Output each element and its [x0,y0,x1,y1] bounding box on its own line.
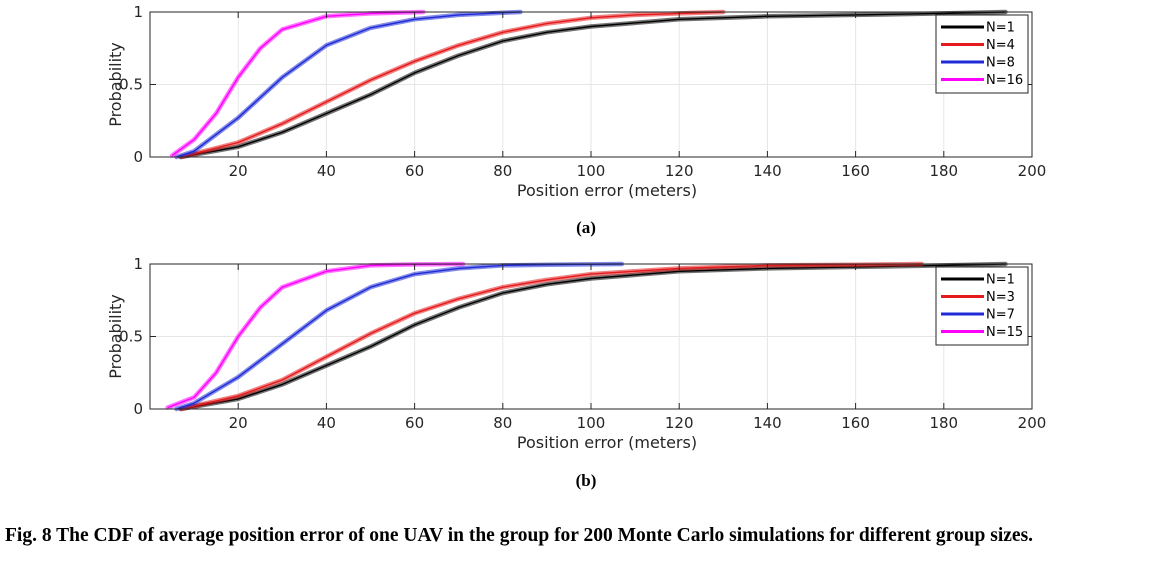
x-tick-label: 140 [753,162,782,180]
chart-panel-a: 20 40 60 80 100 120 140 160 180 200 0 0.5 1 Position … [106,3,1046,237]
legend-entry-label: N=1 [986,273,1015,288]
x-tick-label: 100 [577,414,606,432]
x-tick-label: 160 [841,414,870,432]
x-tick-label: 20 [229,414,248,432]
series-line [171,11,424,157]
x-tick-label: 80 [493,162,512,180]
y-axis-label: Probability [106,294,125,379]
x-tick-label: 140 [753,414,782,432]
x-tick-label: 80 [493,414,512,432]
chart-panel-b: 20 40 60 80 100 120 140 160 180 200 0 0.5 1 Position … [106,255,1046,490]
series-line [176,11,521,158]
x-tick-label: 100 [577,162,606,180]
x-tick-label: 60 [405,414,424,432]
x-tick-label: 120 [665,162,694,180]
legend-entry-label: N=8 [986,56,1015,71]
x-tick-label: 180 [929,162,958,180]
series-line [180,11,1006,158]
x-tick-label: 120 [665,414,694,432]
legend-entry-label: N=3 [986,290,1015,305]
y-tick-label: 0 [133,400,143,418]
series-line [180,11,724,158]
figure-caption: Fig. 8 The CDF of average position error… [5,525,1034,546]
series-line [176,263,622,410]
x-tick-label: 40 [317,162,336,180]
x-tick-label: 200 [1018,162,1047,180]
series-line-fit [165,261,466,410]
series-line [180,263,922,410]
y-tick-label: 1 [133,255,143,273]
y-tick-label: 0 [133,148,143,166]
x-axis-label: Position error (meters) [517,181,697,200]
y-axis-label: Probability [106,42,125,127]
series-line [180,263,1006,410]
x-axis-label: Position error (meters) [517,433,697,452]
series-line-fit [169,9,426,158]
x-tick-label: 20 [229,162,248,180]
x-tick-label: 200 [1018,414,1047,432]
y-tick-label: 0.5 [119,76,143,94]
y-tick-label: 1 [133,3,143,21]
legend-entry-label: N=16 [986,73,1023,88]
legend-entry-label: N=15 [986,325,1023,340]
panel-label: (b) [576,471,597,490]
panel-label: (a) [576,218,596,237]
x-tick-label: 180 [929,414,958,432]
legend-entry-label: N=7 [986,308,1015,323]
legend-entry-label: N=1 [986,21,1015,36]
y-tick-label: 0.5 [119,328,143,346]
x-tick-label: 40 [317,414,336,432]
legend-entry-label: N=4 [986,38,1015,53]
x-tick-label: 60 [405,162,424,180]
series-line [167,263,464,409]
x-tick-label: 160 [841,162,870,180]
